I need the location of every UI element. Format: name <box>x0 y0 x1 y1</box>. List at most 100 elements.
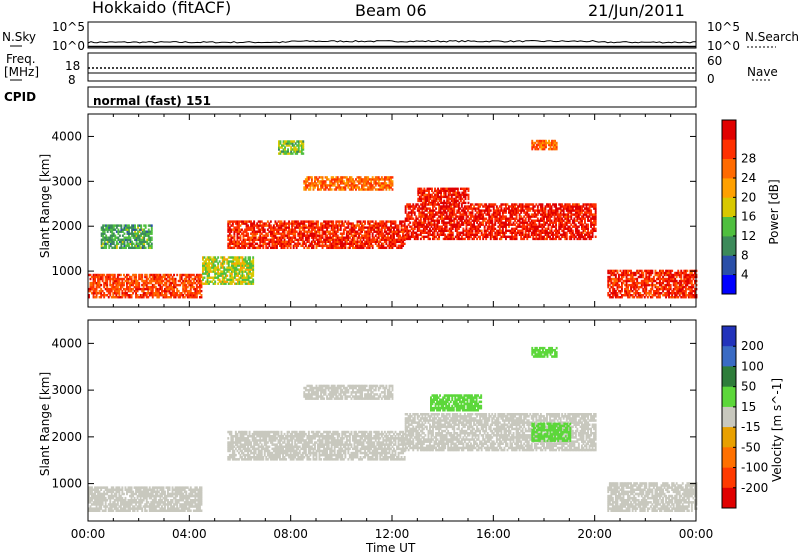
data-cell <box>245 256 247 258</box>
scatter-region <box>405 203 597 240</box>
data-cell <box>146 274 148 276</box>
data-cell <box>405 207 407 209</box>
data-cell <box>655 270 657 272</box>
data-cell <box>543 218 545 220</box>
data-cell <box>309 186 311 188</box>
data-cell <box>409 222 411 224</box>
data-cell <box>473 238 475 240</box>
data-cell <box>516 238 518 240</box>
data-cell <box>595 207 597 209</box>
data-cell <box>217 264 219 266</box>
data-cell <box>586 238 588 240</box>
data-cell <box>414 211 416 213</box>
data-cell <box>617 270 619 272</box>
data-cell <box>253 220 255 222</box>
data-cell <box>102 290 104 292</box>
data-cell <box>423 238 425 240</box>
data-cell <box>100 284 102 286</box>
data-cell <box>464 238 466 240</box>
data-cell <box>173 274 175 276</box>
data-cell <box>452 228 454 230</box>
scatter-region <box>607 270 697 299</box>
data-cell <box>420 238 422 240</box>
data-cell <box>587 228 589 230</box>
data-cell <box>217 256 219 258</box>
data-cell <box>395 220 397 222</box>
data-cell <box>490 209 492 211</box>
data-cell <box>482 238 484 240</box>
data-cell <box>680 270 682 272</box>
nsky-panel <box>88 22 696 48</box>
data-cell <box>573 238 575 240</box>
data-cell <box>485 238 487 240</box>
data-cell <box>166 292 168 294</box>
data-cell <box>252 256 254 258</box>
data-cell <box>505 215 507 217</box>
data-cell <box>523 238 525 240</box>
data-cell <box>500 238 502 240</box>
data-cell <box>201 294 203 296</box>
data-cell <box>252 279 254 281</box>
data-cell <box>545 207 547 209</box>
data-cell <box>651 272 653 274</box>
data-cell <box>476 238 478 240</box>
data-cell <box>526 238 528 240</box>
data-cell <box>114 274 116 276</box>
data-cell <box>201 290 203 292</box>
data-cell <box>417 238 419 240</box>
data-cell <box>204 277 206 279</box>
data-cell <box>595 218 597 220</box>
data-cell <box>435 207 437 209</box>
data-cell <box>676 280 678 282</box>
data-cell <box>461 203 463 205</box>
data-cell <box>409 238 411 240</box>
data-cell <box>670 284 672 286</box>
data-cell <box>452 232 454 234</box>
data-cell <box>587 224 589 226</box>
nsky-trace <box>88 41 696 47</box>
data-cell <box>247 233 249 235</box>
data-cell <box>270 220 272 222</box>
data-cell <box>496 205 498 207</box>
data-cell <box>249 256 251 258</box>
data-cell <box>546 238 548 240</box>
data-cell <box>314 186 316 188</box>
data-cell <box>465 202 467 204</box>
data-cell <box>322 176 324 178</box>
data-cell <box>662 270 664 272</box>
data-cell <box>551 228 553 230</box>
data-cell <box>381 229 383 231</box>
freq-panel <box>88 53 696 81</box>
data-cell <box>580 238 582 240</box>
data-cell <box>479 238 481 240</box>
data-cell <box>642 272 644 274</box>
data-cell <box>214 281 216 283</box>
data-cell <box>308 239 310 241</box>
cpid-panel <box>88 87 696 107</box>
data-cell <box>311 176 313 178</box>
data-cell <box>252 275 254 277</box>
data-cell <box>491 218 493 220</box>
data-cell <box>671 270 673 272</box>
data-cell <box>420 218 422 220</box>
data-cell <box>496 238 498 240</box>
scatter-region <box>417 188 469 205</box>
data-cell <box>458 228 460 230</box>
data-cell <box>651 270 653 272</box>
scatter-region <box>202 256 254 285</box>
data-cell <box>372 245 374 247</box>
data-cell <box>490 238 492 240</box>
data-cell <box>344 186 346 188</box>
data-cell <box>590 209 592 211</box>
data-cell <box>392 188 394 190</box>
data-cell <box>457 188 459 190</box>
data-cell <box>468 194 470 196</box>
data-cell <box>414 228 416 230</box>
data-cell <box>502 228 504 230</box>
data-cell <box>434 238 436 240</box>
data-cell <box>469 238 471 240</box>
data-cell <box>481 230 483 232</box>
data-cell <box>453 207 455 209</box>
data-cell <box>404 243 406 245</box>
